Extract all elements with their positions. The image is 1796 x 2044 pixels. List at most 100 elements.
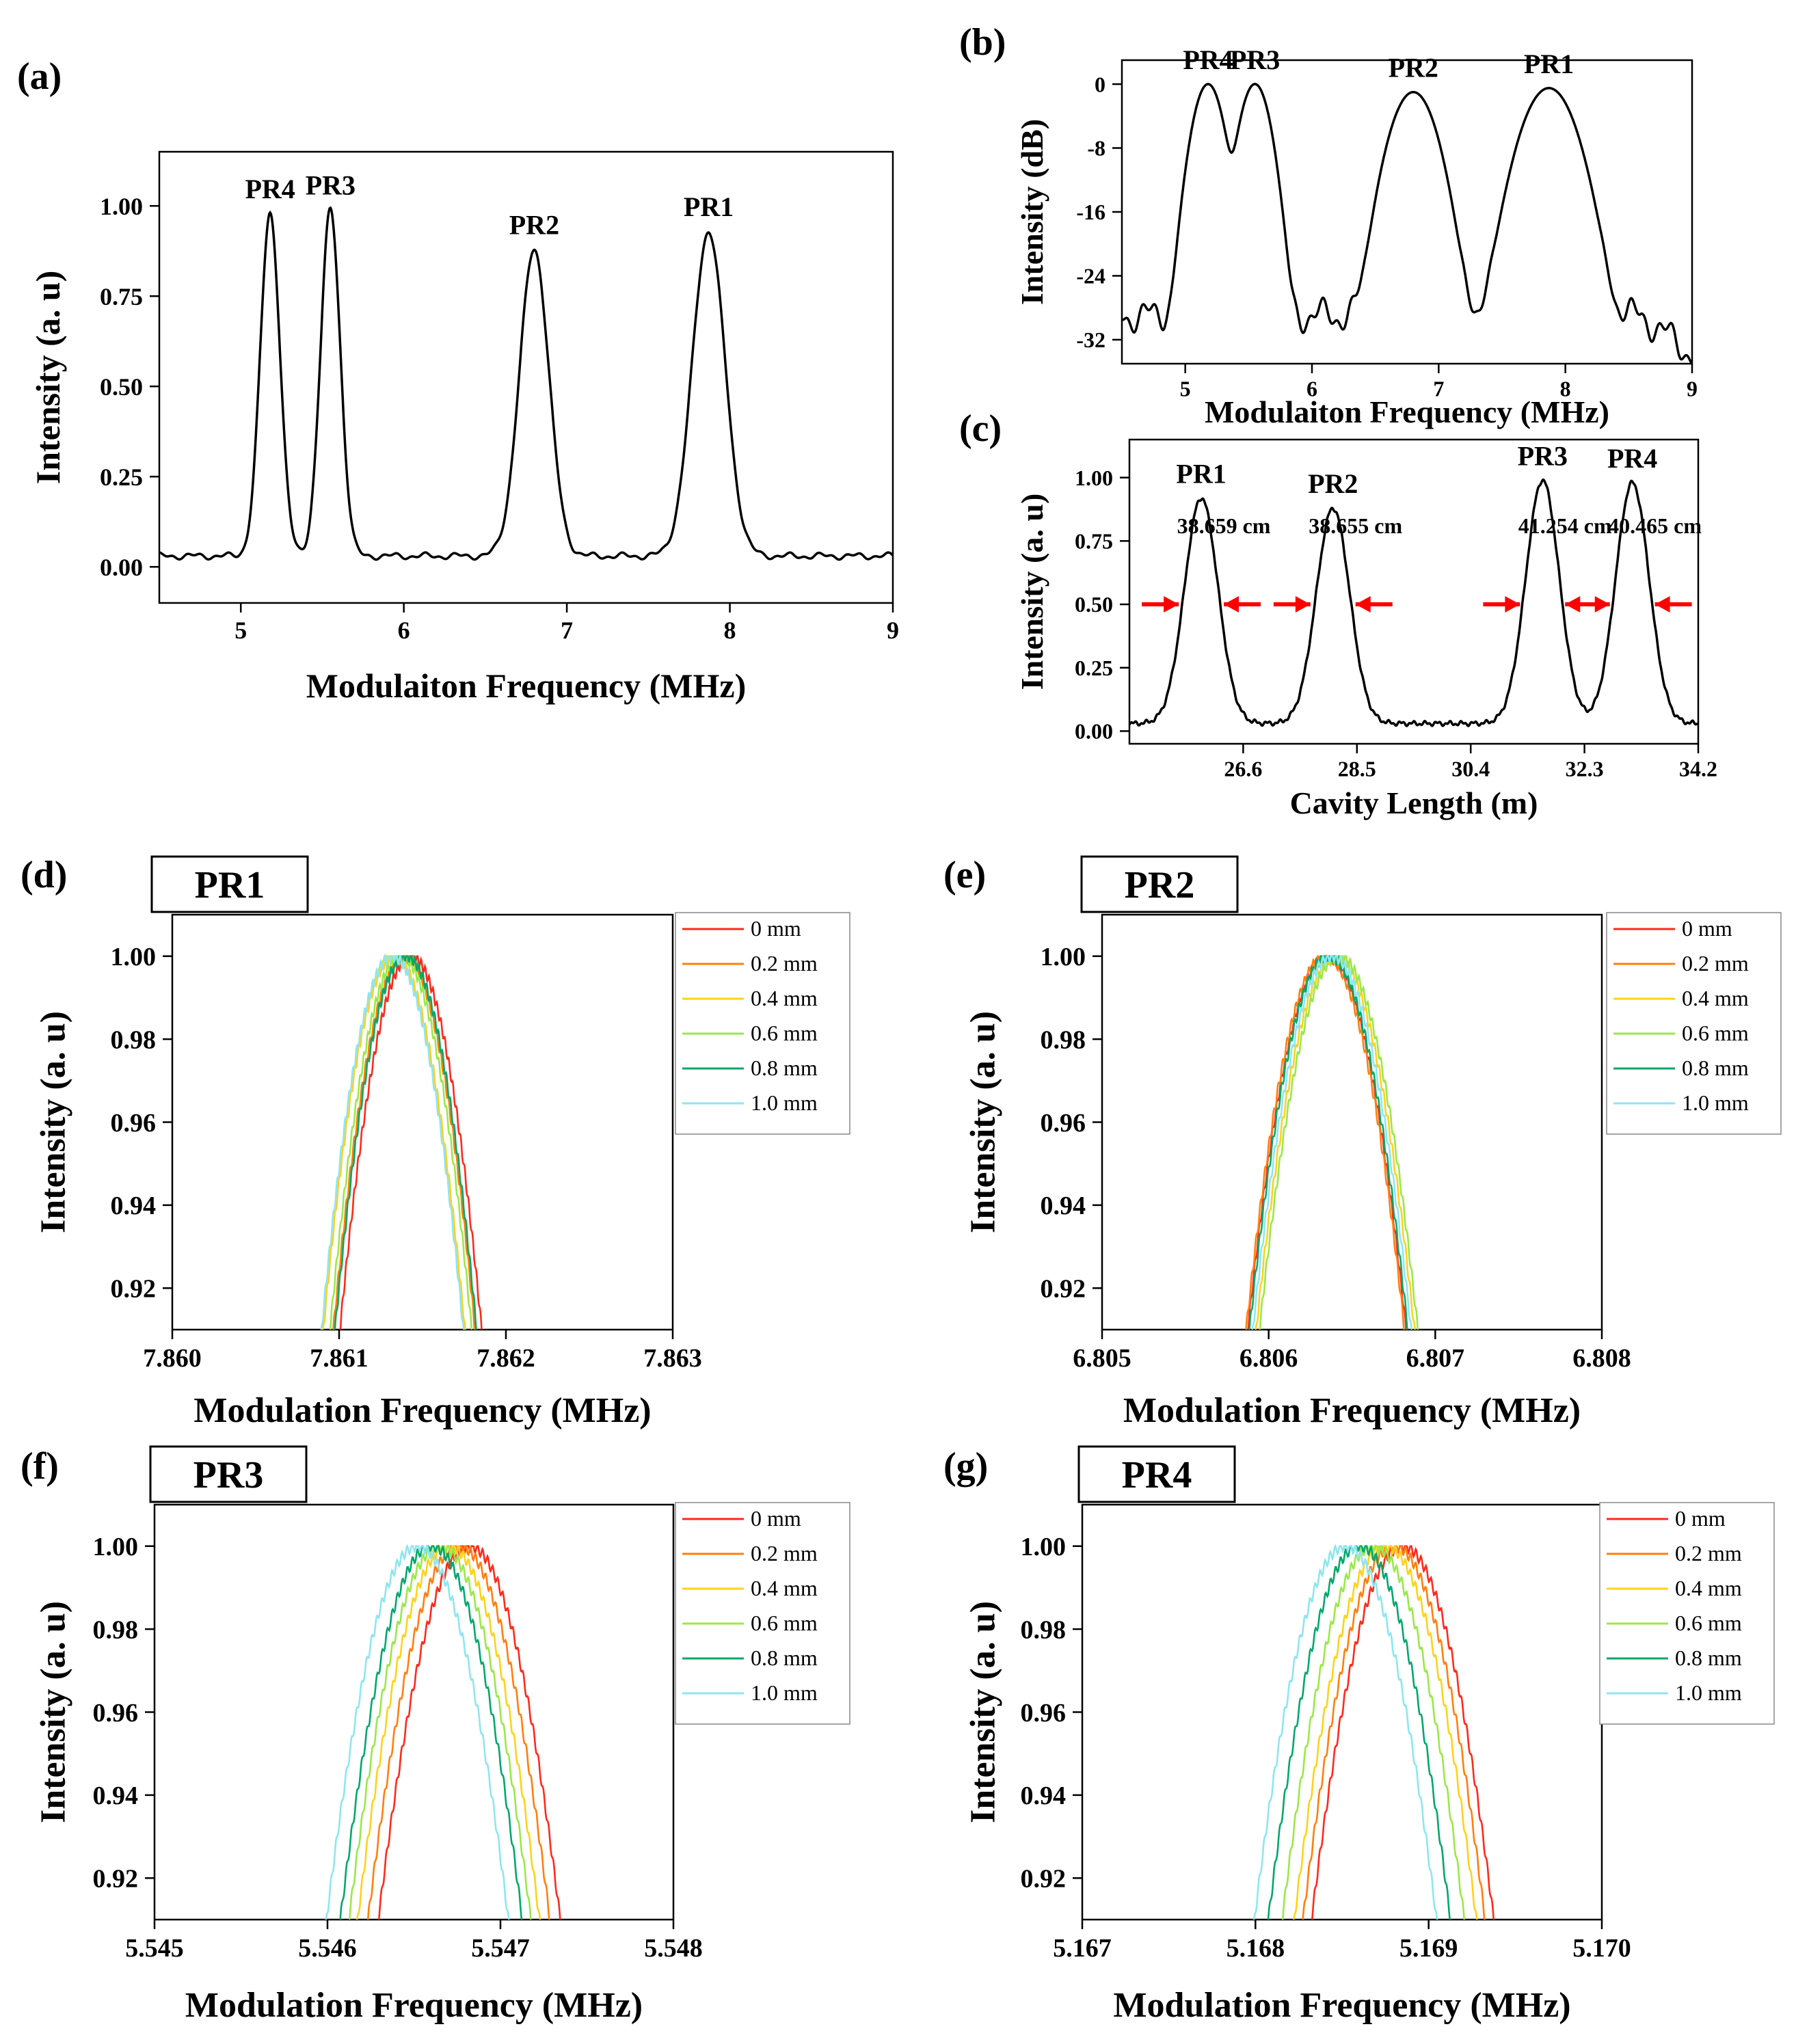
series-line <box>1245 954 1405 1330</box>
y-tick-label: 0.94 <box>1021 1781 1067 1810</box>
fwhm-arrowhead <box>1355 596 1371 613</box>
y-axis-label: Intensity (a. u) <box>963 1011 1002 1233</box>
x-tick-label: 8 <box>724 617 736 644</box>
x-axis-label: Modulaiton Frequency (MHz) <box>1205 394 1609 429</box>
legend-label: 0.2 mm <box>1682 951 1749 976</box>
x-tick-label: 6.806 <box>1239 1344 1298 1373</box>
legend-label: 0.6 mm <box>1682 1021 1749 1045</box>
x-axis-label: Modulation Frequency (MHz) <box>1123 1391 1581 1430</box>
spectrum-line <box>1122 83 1692 364</box>
legend-label: 0 mm <box>1675 1506 1726 1531</box>
x-tick-label: 5.546 <box>298 1934 357 1963</box>
plot-frame <box>1128 438 1700 745</box>
x-tick-label: 32.3 <box>1566 757 1604 781</box>
peak-label: PR2 <box>509 210 559 241</box>
panel-label: (d) <box>21 854 67 896</box>
panel-c: 26.6 28.5 30.4 32.3 34.2 0.00 0.25 0.50 0.75 1.00… <box>959 407 1717 820</box>
y-tick-label: -8 <box>1087 136 1105 161</box>
series-line <box>334 954 477 1330</box>
series-line <box>1248 954 1408 1330</box>
x-axis-label: Modulaiton Frequency (MHz) <box>306 667 746 705</box>
series-line <box>321 953 467 1330</box>
legend-label: 1.0 mm <box>751 1680 818 1705</box>
y-tick-label: -24 <box>1076 264 1105 288</box>
fwhm-label: 41.254 cm <box>1518 513 1612 538</box>
series-line <box>329 955 473 1330</box>
legend-label: 0.4 mm <box>1675 1576 1742 1600</box>
plot-frame <box>153 1503 675 1921</box>
fwhm-arrowhead <box>1224 596 1239 613</box>
x-tick-label: 7.863 <box>643 1344 702 1373</box>
y-tick-label: 0.50 <box>100 373 143 401</box>
x-axis-label: Modulation Frequency (MHz) <box>1113 1986 1570 2025</box>
x-tick-label: 6.805 <box>1073 1344 1131 1373</box>
fwhm-arrowhead <box>1295 596 1311 613</box>
legend-label: 0 mm <box>751 1506 801 1531</box>
y-tick-label: 0.96 <box>1021 1699 1067 1727</box>
panel-tag: PR4 <box>1122 1454 1192 1496</box>
x-tick-label: 7 <box>1433 377 1444 401</box>
y-tick-label: 0.96 <box>111 1109 157 1138</box>
legend-label: 0.8 mm <box>751 1645 818 1670</box>
x-axis-label: Modulation Frequency (MHz) <box>193 1391 651 1430</box>
panel-d: 7.860 7.861 7.862 7.863 0.92 0.94 0.96 0.98 1.00… <box>21 854 850 1430</box>
plot-frame <box>1121 59 1693 365</box>
x-tick-label: 7.862 <box>477 1344 535 1373</box>
legend-label: 0.2 mm <box>1675 1541 1742 1565</box>
legend-label: 0.6 mm <box>751 1611 818 1635</box>
series-line <box>320 953 465 1330</box>
y-tick-label: 0.00 <box>1075 719 1113 744</box>
peak-label: PR4 <box>1183 44 1233 75</box>
x-tick-label: 6.808 <box>1572 1344 1631 1373</box>
series-line <box>1252 1544 1438 1920</box>
panel-label: (b) <box>959 21 1006 64</box>
plot-frame <box>1101 913 1603 1331</box>
panel-tag: PR1 <box>195 864 265 906</box>
y-tick-label: 1.00 <box>111 943 157 971</box>
y-tick-label: 0.92 <box>93 1865 139 1894</box>
series-line <box>348 1545 532 1920</box>
spectrum-line <box>159 206 893 561</box>
series-line <box>1311 1545 1495 1920</box>
x-tick-label: 5.169 <box>1399 1934 1458 1963</box>
y-tick-label: 0.75 <box>100 283 143 310</box>
panel-label: (g) <box>943 1445 988 1488</box>
y-tick-label: 0.94 <box>93 1781 139 1810</box>
y-tick-label: 0.96 <box>93 1699 139 1727</box>
fwhm-label: 40.465 cm <box>1608 513 1702 538</box>
panel-b: 5 6 7 8 9 0 -8 -16 -24 -32 Modulaiton Frequency (M… <box>959 21 1698 429</box>
series-line <box>1292 1544 1478 1920</box>
y-tick-label: -32 <box>1076 327 1105 352</box>
fwhm-label: 38.659 cm <box>1177 513 1271 538</box>
y-tick-label: 1.00 <box>100 193 143 220</box>
panel-g: 5.167 5.168 5.169 5.170 0.92 0.94 0.96 0.98 1.00… <box>943 1445 1775 2025</box>
x-axis-label: Modulation Frequency (MHz) <box>185 1986 643 2025</box>
panel-label: (a) <box>17 55 62 98</box>
y-tick-label: 1.00 <box>1021 1533 1067 1561</box>
peak-label: PR1 <box>1524 49 1574 79</box>
fwhm-label: 38.655 cm <box>1309 513 1402 538</box>
x-tick-label: 5.547 <box>471 1934 530 1963</box>
x-tick-label: 7 <box>561 617 573 644</box>
y-tick-label: -16 <box>1076 200 1105 224</box>
legend-label: 0.2 mm <box>751 1541 818 1565</box>
y-tick-label: 0.00 <box>100 554 143 581</box>
y-tick-label: 0.92 <box>1041 1275 1086 1304</box>
spectrum-line <box>1129 478 1698 727</box>
legend-box <box>1599 1502 1775 1725</box>
y-axis-label: Intensity (a. u) <box>33 1011 72 1233</box>
y-tick-label: 1.00 <box>1075 466 1113 490</box>
y-tick-label: 1.00 <box>93 1533 139 1561</box>
y-tick-label: 0.98 <box>1021 1615 1067 1644</box>
y-tick-label: 0.94 <box>1041 1192 1086 1220</box>
panel-e: 6.805 6.806 6.807 6.808 0.92 0.94 0.96 0.98 1.00… <box>943 854 1782 1430</box>
fwhm-arrowhead <box>1565 596 1581 613</box>
plot-frame <box>158 150 894 604</box>
legend-label: 0.2 mm <box>751 951 818 976</box>
y-tick-label: 0.92 <box>1021 1865 1067 1894</box>
x-tick-label: 5 <box>234 617 247 644</box>
panel-tag-box <box>150 855 309 913</box>
panel-tag-box <box>1077 1445 1236 1503</box>
x-axis-label: Cavity Length (m) <box>1290 785 1538 820</box>
